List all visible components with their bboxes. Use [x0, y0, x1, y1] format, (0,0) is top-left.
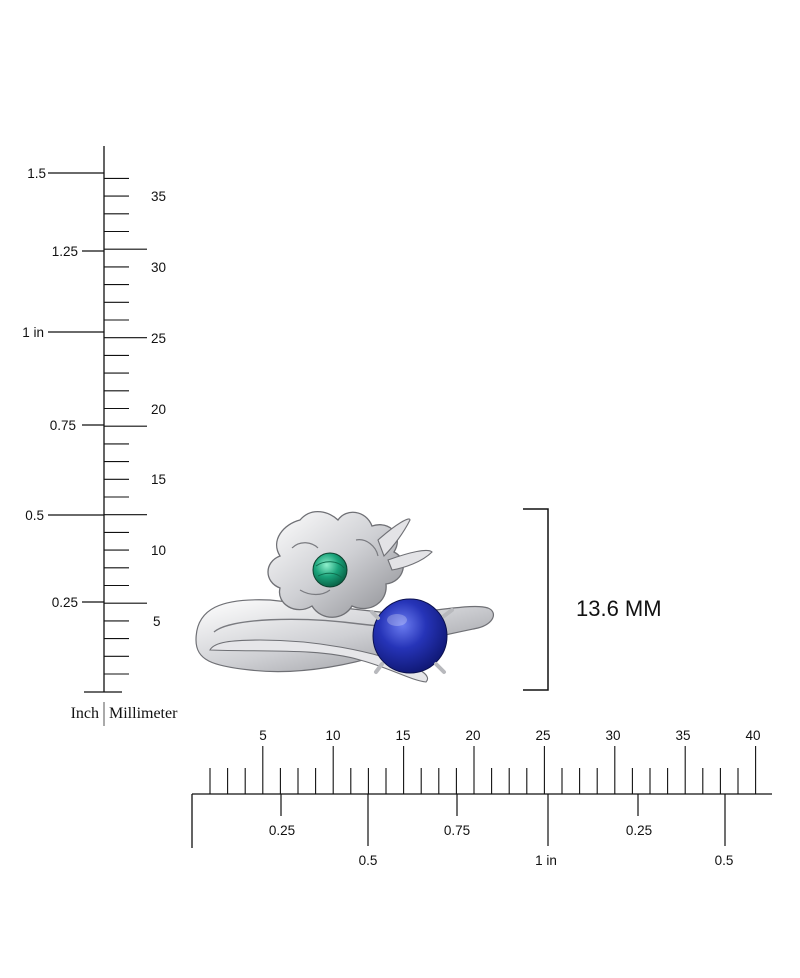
- mm-label-25: 25: [151, 331, 166, 346]
- inch-label-1.5: 1.5: [27, 166, 46, 181]
- h-inch-label-0.25: 0.25: [269, 823, 295, 838]
- h-inch-label-1in: 1 in: [535, 853, 557, 868]
- stone-large-highlight: [387, 614, 407, 626]
- h-mm-label-20: 20: [465, 728, 480, 743]
- mm-label-5: 5: [153, 614, 161, 629]
- horizontal-mm-ticks: [209, 746, 757, 794]
- h-inch-label-0.25b: 0.25: [626, 823, 652, 838]
- ring-flower-detail: [291, 539, 379, 596]
- stone-large: [372, 598, 448, 674]
- h-inch-label-0.5: 0.5: [359, 853, 378, 868]
- stone-prongs: [370, 608, 454, 674]
- h-mm-label-15: 15: [395, 728, 410, 743]
- h-mm-label-10: 10: [325, 728, 340, 743]
- h-inch-label-0.75: 0.75: [444, 823, 470, 838]
- mm-label-10: 10: [151, 543, 166, 558]
- stone-small: [312, 552, 348, 588]
- ring-branch: [209, 639, 428, 683]
- dimension-bracket: [523, 508, 549, 691]
- vertical-mm-ticks: [104, 177, 147, 675]
- mm-label-15: 15: [151, 472, 166, 487]
- mm-label-35: 35: [151, 189, 166, 204]
- inch-label-0.25: 0.25: [52, 595, 78, 610]
- h-mm-label-5: 5: [259, 728, 267, 743]
- horizontal-ruler: 5 10 15 20 25 30 35 40 0.25 0.5 0.75 1 i…: [191, 728, 772, 868]
- unit-label-inch: Inch: [71, 705, 99, 722]
- h-inch-label-0.5b: 0.5: [715, 853, 734, 868]
- stone-small-banding: [315, 561, 345, 579]
- inch-label-1in: 1 in: [22, 325, 44, 340]
- h-mm-label-25: 25: [535, 728, 550, 743]
- inch-label-0.5: 0.5: [25, 508, 44, 523]
- vertical-ruler: 1.5 1.25 1 in 0.75 0.5 0.25 35 30 25 20 …: [22, 146, 178, 726]
- dimension-indicator: 13.6 MM: [523, 508, 662, 691]
- ring-leaf: [377, 518, 433, 571]
- ring-image: [195, 511, 495, 683]
- mm-label-20: 20: [151, 402, 166, 417]
- h-mm-label-40: 40: [745, 728, 760, 743]
- inch-label-0.75: 0.75: [50, 418, 76, 433]
- unit-label-millimeter: Millimeter: [109, 705, 178, 722]
- inch-label-1.25: 1.25: [52, 244, 78, 259]
- h-mm-label-30: 30: [605, 728, 620, 743]
- vertical-inch-ticks: [48, 172, 104, 603]
- h-mm-label-35: 35: [675, 728, 690, 743]
- dimension-label: 13.6 MM: [576, 596, 662, 621]
- mm-label-30: 30: [151, 260, 166, 275]
